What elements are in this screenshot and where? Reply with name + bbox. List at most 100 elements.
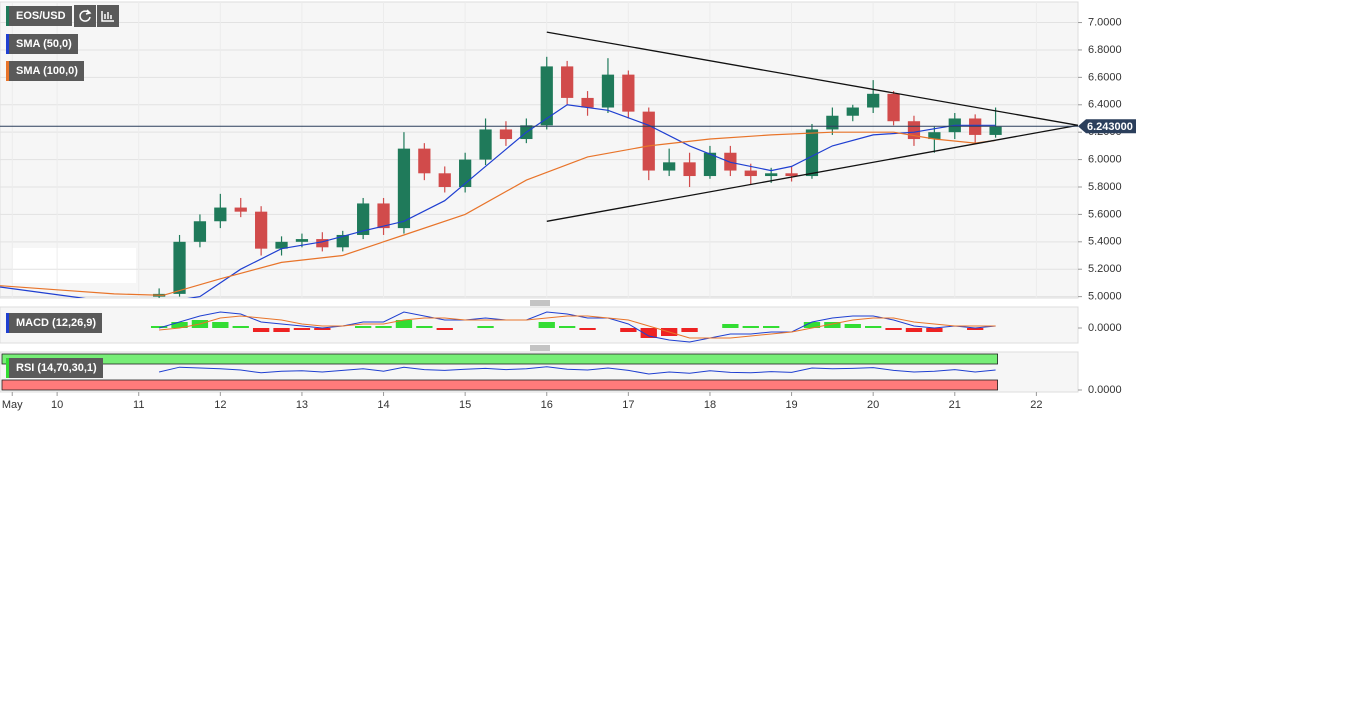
sma-line (0, 131, 996, 296)
candle-body (295, 239, 309, 242)
candle-body (663, 162, 676, 171)
macd-histogram-bar (314, 328, 331, 330)
y-tick-label: 7.0000 (1088, 16, 1122, 28)
macd-histogram-bar (252, 328, 270, 332)
indicator-label[interactable]: RSI (14,70,30,1) (6, 358, 103, 378)
y-tick-label: 6.0000 (1088, 153, 1122, 165)
x-tick-label: 20 (867, 399, 879, 411)
macd-histogram-bar (416, 326, 433, 328)
candle-body (479, 129, 492, 160)
candle-body (826, 115, 839, 130)
candle-body (193, 221, 207, 242)
x-tick-label: 10 (51, 399, 63, 411)
overbought-band (1, 353, 998, 365)
main-panel (0, 1, 1079, 299)
macd-plot (150, 311, 996, 343)
macd-histogram-bar (865, 326, 882, 328)
blank-box (12, 248, 136, 283)
y-tick-label: 6.8000 (1088, 44, 1122, 56)
sma-line (0, 104, 996, 298)
macd-histogram-bar (763, 326, 780, 328)
candle-body (357, 203, 370, 235)
y-tick-label: 6.4000 (1088, 99, 1122, 111)
macd-histogram-bar (844, 324, 861, 328)
rsi-plot (1, 353, 998, 391)
x-tick-label: 22 (1030, 399, 1042, 411)
candle-body (744, 170, 757, 177)
y-tick-label: 5.2000 (1088, 263, 1122, 275)
candle-body (989, 126, 1002, 135)
candle-body (255, 211, 268, 249)
macd-histogram-bar (375, 326, 392, 328)
candle-body (805, 129, 819, 177)
legend-entry[interactable]: SMA (50,0) (6, 34, 78, 54)
macd-histogram-bar (212, 322, 229, 328)
candle-body (418, 148, 431, 174)
candle-body (622, 74, 635, 112)
rsi-line (158, 366, 996, 375)
macd-histogram-bar (905, 328, 923, 332)
x-tick-label: 13 (296, 399, 308, 411)
candle-body (173, 241, 186, 294)
macd-histogram-bar (293, 328, 311, 330)
candle-body (683, 162, 696, 177)
macd-histogram-bar (477, 326, 494, 328)
candle-body (785, 173, 798, 177)
candle-body (397, 148, 411, 229)
candle-body (214, 207, 227, 222)
x-tick-label: 12 (214, 399, 226, 411)
y-tick-label: 0.0000 (1088, 322, 1122, 334)
panel-resize-handle[interactable] (530, 300, 550, 306)
last-price-label: 6.243000 (1087, 121, 1133, 133)
chart-type-button[interactable] (97, 5, 119, 27)
y-tick-label: 5.8000 (1088, 181, 1122, 193)
y-tick-label: 0.0000 (1088, 384, 1122, 396)
macd-histogram-bar (395, 320, 413, 328)
x-tick-label: May (2, 399, 23, 411)
legend-entry[interactable]: SMA (100,0) (6, 61, 84, 81)
macd-histogram-bar (824, 322, 841, 328)
candle-body (846, 107, 859, 116)
macd-histogram-bar (722, 324, 739, 328)
candle-body (765, 173, 778, 177)
symbol-label[interactable]: EOS/USD (6, 6, 72, 26)
indicator-label[interactable]: MACD (12,26,9) (6, 313, 103, 333)
y-tick-label: 5.0000 (1088, 291, 1122, 303)
refresh-button[interactable] (74, 5, 96, 27)
price-plot (0, 2, 1078, 298)
macd-histogram-bar (354, 326, 372, 328)
last-price-marker (1078, 119, 1136, 134)
x-tick-label: 19 (785, 399, 797, 411)
signal-line (159, 315, 996, 339)
candle-body (540, 66, 553, 126)
candle-body (703, 152, 717, 177)
candle-body (928, 132, 941, 140)
candle-body (234, 207, 247, 212)
x-tick-label: 21 (949, 399, 961, 411)
refresh-icon (79, 9, 92, 22)
macd-histogram-bar (803, 322, 821, 328)
macd-histogram-bar (620, 328, 637, 332)
macd-histogram-bar (967, 328, 984, 330)
candle-body (887, 93, 900, 122)
x-tick-label: 16 (541, 399, 553, 411)
candle-body (499, 129, 513, 140)
panel-resize-handle[interactable] (530, 345, 550, 351)
oversold-band (1, 379, 998, 391)
candle-body (316, 239, 329, 248)
axes: 5.00005.20005.40005.60005.80006.00006.20… (0, 16, 1136, 411)
candle-body (642, 111, 655, 171)
candle-body (581, 97, 594, 108)
x-tick-label: 11 (133, 399, 144, 411)
trend-line (546, 31, 1078, 126)
macd-histogram-bar (558, 326, 576, 328)
macd-histogram-bar (436, 328, 453, 330)
x-tick-label: 17 (622, 399, 634, 411)
candle-body (867, 93, 880, 108)
candle-body (601, 74, 615, 108)
macd-histogram-bar (232, 326, 249, 328)
macd-histogram-bar (681, 328, 698, 332)
x-tick-label: 15 (459, 399, 471, 411)
macd-histogram-bar (150, 326, 168, 328)
candle-body (336, 234, 349, 248)
